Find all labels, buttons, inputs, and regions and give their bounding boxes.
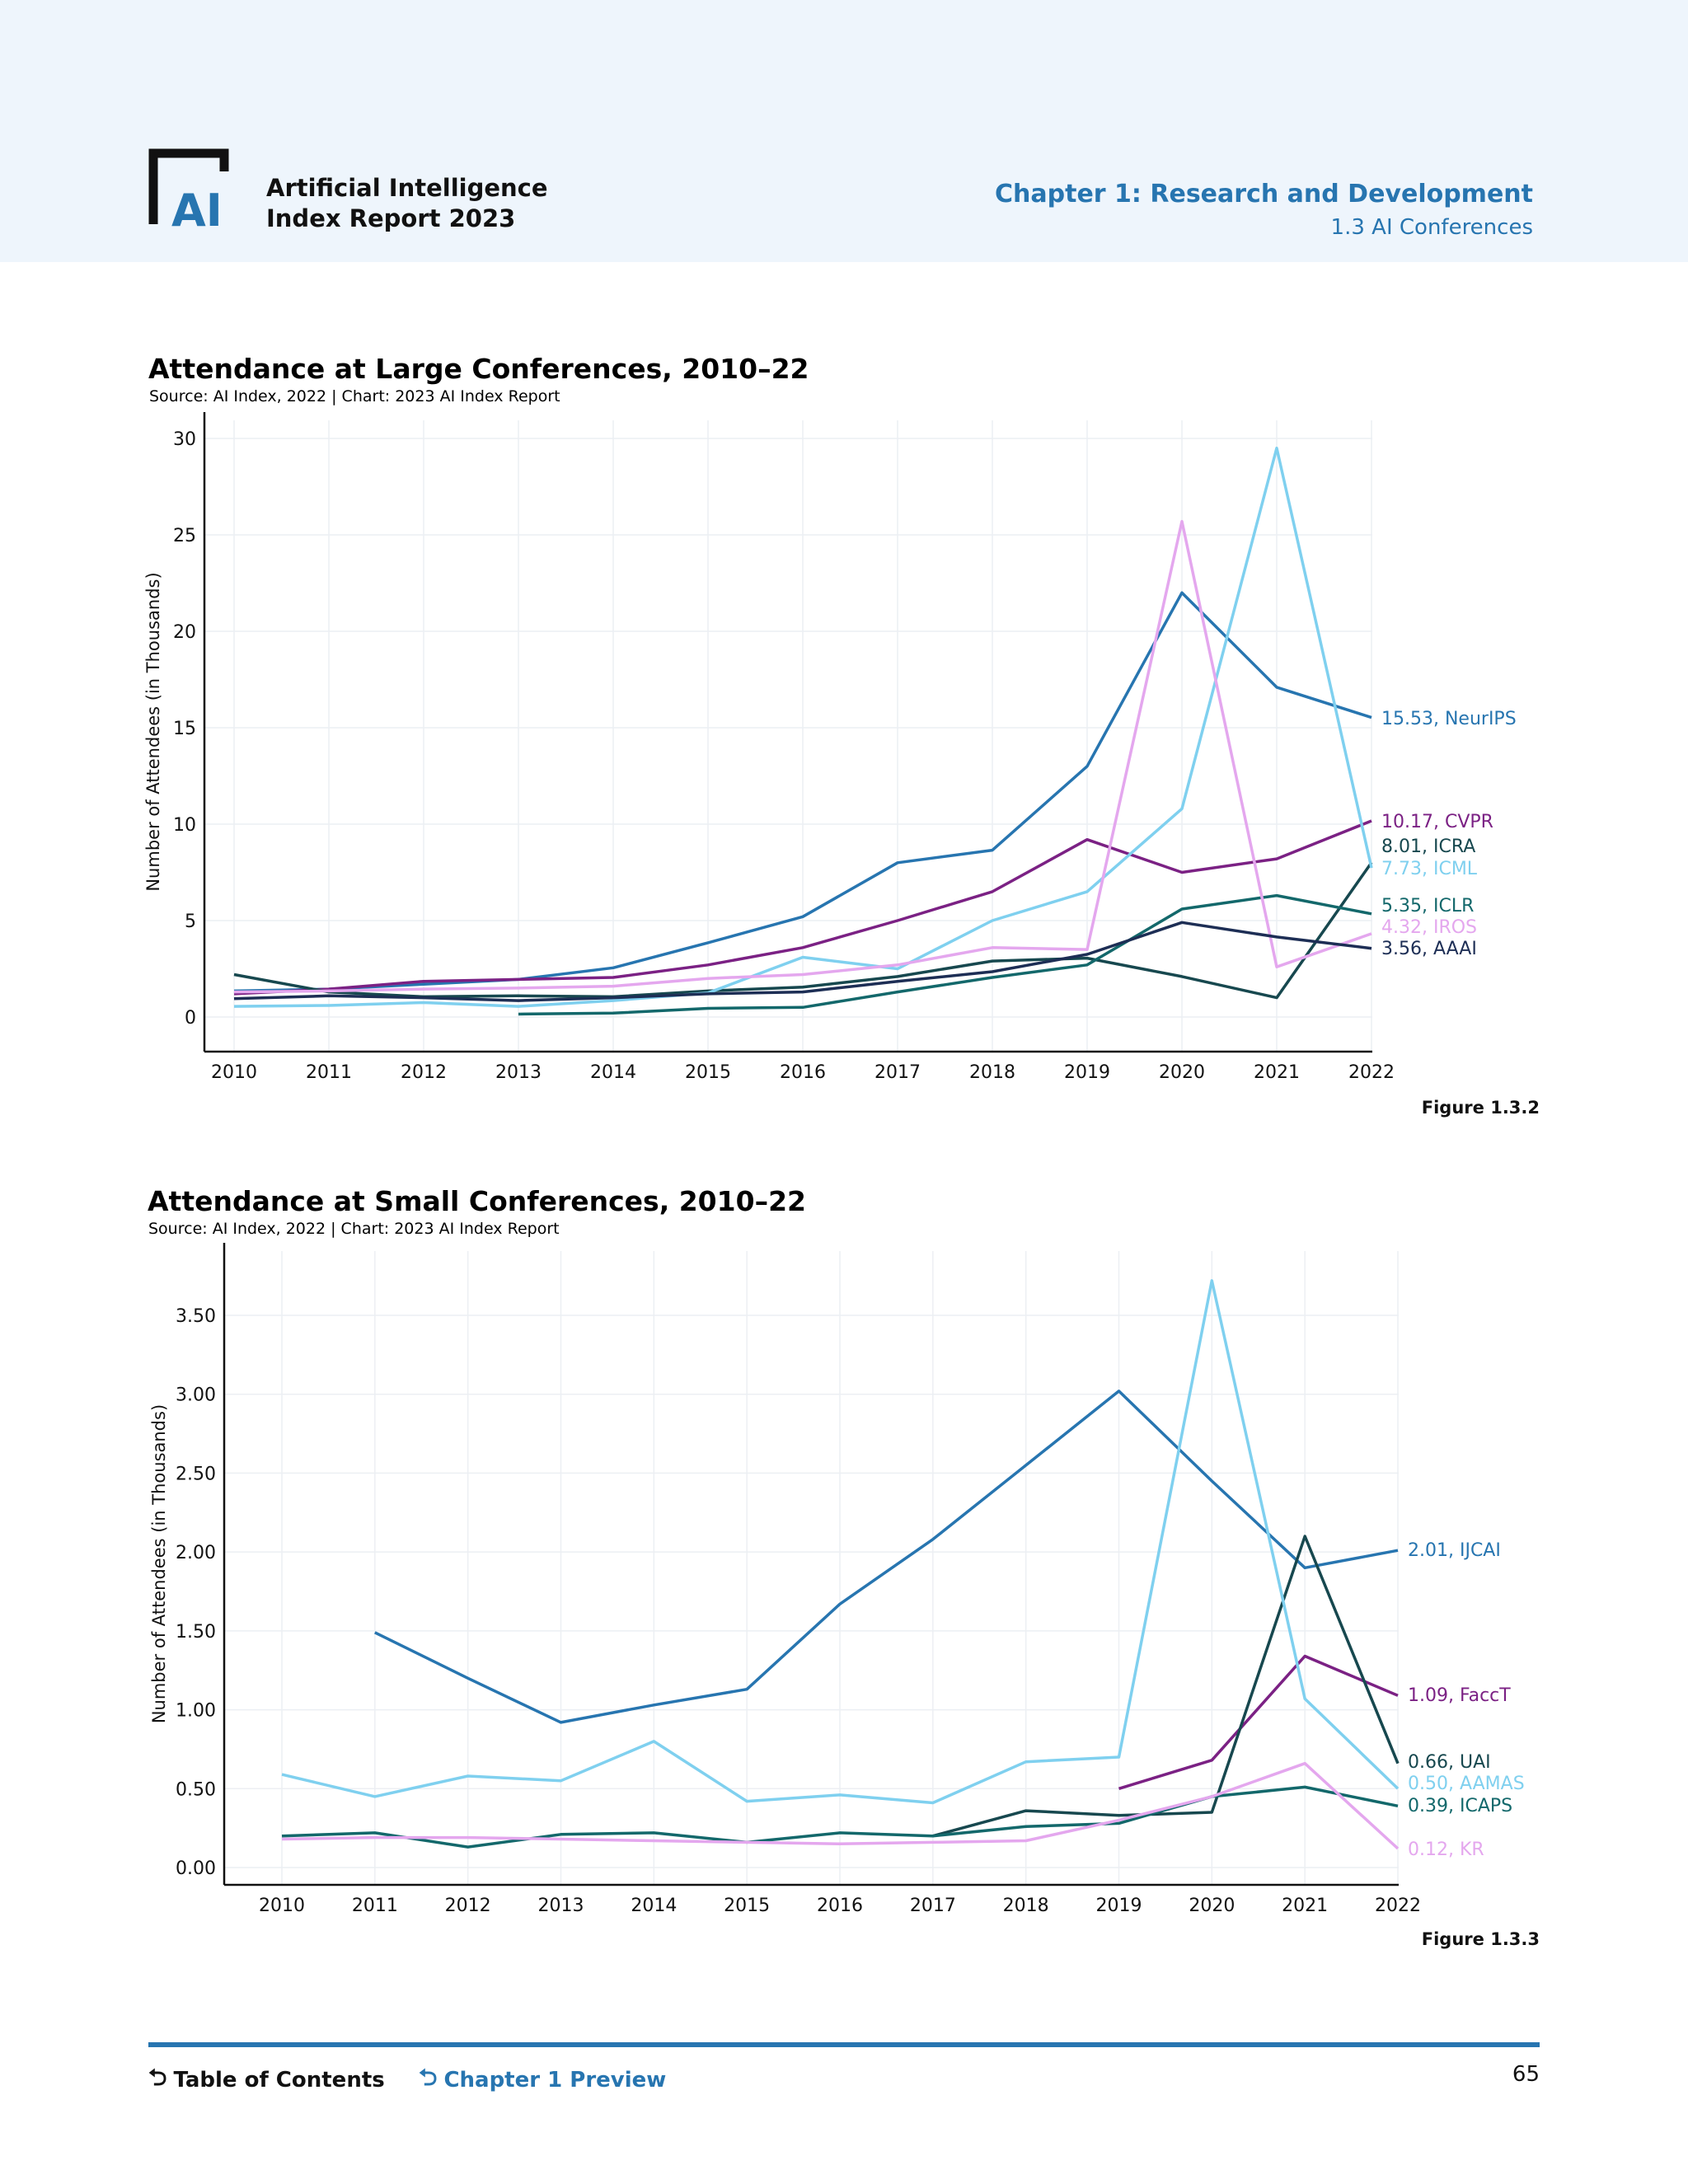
y-tick-label: 0.50 xyxy=(176,1779,216,1800)
chapter-heading: Chapter 1: Research and Development 1.3 … xyxy=(995,180,1533,240)
x-tick-label: 2016 xyxy=(780,1062,826,1083)
y-tick-label: 5 xyxy=(185,912,196,932)
page-number: 65 xyxy=(1512,2062,1540,2087)
end-label-icaps: 0.39, ICAPS xyxy=(1408,1796,1512,1816)
x-tick-label: 2010 xyxy=(211,1062,257,1083)
chart-small-title: Attendance at Small Conferences, 2010–22 xyxy=(148,1185,806,1217)
table-of-contents-link[interactable]: ⮌ Table of Contents xyxy=(148,2060,385,2100)
x-tick-label: 2019 xyxy=(1096,1896,1142,1916)
figure-label-small: Figure 1.3.3 xyxy=(1421,1929,1540,1949)
series-line-facct xyxy=(1118,1654,1399,1790)
return-arrow-icon: ⮌ xyxy=(419,2064,438,2091)
end-label-cvpr: 10.17, CVPR xyxy=(1381,812,1493,832)
series-line-ijcai xyxy=(374,1390,1399,1724)
y-tick-label: 2.50 xyxy=(176,1464,216,1484)
y-tick-label: 1.50 xyxy=(176,1622,216,1643)
chapter-title[interactable]: Chapter 1: Research and Development xyxy=(995,180,1533,209)
x-tick-label: 2016 xyxy=(817,1896,863,1916)
y-tick-label: 2.00 xyxy=(176,1543,216,1563)
header-band xyxy=(0,0,1688,262)
x-tick-label: 2010 xyxy=(259,1896,305,1916)
y-tick-label: 3.00 xyxy=(176,1385,216,1406)
y-tick-label: 1.00 xyxy=(176,1701,216,1722)
chapter-preview-label: Chapter 1 Preview xyxy=(443,2068,667,2093)
end-label-aaai: 3.56, AAAI xyxy=(1381,939,1477,959)
table-of-contents-label: Table of Contents xyxy=(173,2068,385,2093)
x-tick-label: 2011 xyxy=(306,1062,352,1083)
end-label-icra: 8.01, ICRA xyxy=(1381,837,1475,857)
report-title-line2: Index Report 2023 xyxy=(266,204,516,232)
series-line-neurips xyxy=(233,591,1372,993)
return-arrow-icon: ⮌ xyxy=(148,2064,167,2091)
end-label-kr: 0.12, KR xyxy=(1408,1840,1484,1860)
chart-large-title: Attendance at Large Conferences, 2010–22 xyxy=(148,353,809,385)
x-tick-label: 2013 xyxy=(495,1062,542,1083)
chapter-preview-link[interactable]: ⮌ Chapter 1 Preview xyxy=(419,2060,666,2100)
x-tick-label: 2014 xyxy=(590,1062,636,1083)
y-tick-label: 25 xyxy=(173,526,196,546)
x-tick-label: 2014 xyxy=(631,1896,677,1916)
chart-small-source: Source: AI Index, 2022 | Chart: 2023 AI … xyxy=(148,1220,560,1238)
series-line-uai xyxy=(932,1535,1400,1838)
end-label-icml: 7.73, ICML xyxy=(1381,859,1478,879)
x-tick-label: 2021 xyxy=(1282,1896,1328,1916)
report-title-line1: Artificial Intelligence xyxy=(266,174,548,202)
end-label-uai: 0.66, UAI xyxy=(1408,1752,1491,1773)
x-tick-label: 2022 xyxy=(1348,1062,1395,1083)
y-tick-label: 20 xyxy=(173,622,196,643)
chart-large-conferences: 0 5 10 15 20 25 30 2010 2011 2012 2013 2014 2015 2016… xyxy=(143,412,1517,1083)
y-axis-label: Number of Attendees (in Thousands) xyxy=(149,1404,169,1723)
y-tick-label: 15 xyxy=(173,719,196,739)
x-tick-label: 2018 xyxy=(969,1062,1015,1083)
series-line-aaai xyxy=(233,921,1372,1002)
end-label-neurips: 15.53, NeurIPS xyxy=(1381,709,1517,729)
x-tick-label: 2021 xyxy=(1254,1062,1300,1083)
x-tick-label: 2019 xyxy=(1064,1062,1110,1083)
y-tick-label: 0.00 xyxy=(176,1858,216,1879)
y-tick-label: 0 xyxy=(185,1008,196,1029)
section-title[interactable]: 1.3 AI Conferences xyxy=(1330,215,1533,240)
y-tick-label: 3.50 xyxy=(176,1306,216,1327)
y-tick-label: 10 xyxy=(173,815,196,836)
x-tick-label: 2020 xyxy=(1159,1062,1205,1083)
x-tick-label: 2013 xyxy=(538,1896,584,1916)
end-label-iclr: 5.35, ICLR xyxy=(1381,896,1474,916)
x-tick-label: 2011 xyxy=(352,1896,398,1916)
end-label-aamas: 0.50, AAMAS xyxy=(1408,1774,1525,1794)
x-tick-label: 2015 xyxy=(685,1062,731,1083)
svg-text:AI: AI xyxy=(171,185,223,229)
series-line-iros xyxy=(233,519,1372,994)
chart-small-conferences: 0.00 0.50 1.00 1.50 2.00 2.50 3.00 3.50 2010 2011… xyxy=(149,1243,1525,1916)
y-axis-label: Number of Attendees (in Thousands) xyxy=(143,572,163,891)
y-tick-label: 30 xyxy=(173,429,196,450)
x-tick-label: 2012 xyxy=(401,1062,447,1083)
x-tick-label: 2012 xyxy=(445,1896,491,1916)
footer-rule xyxy=(148,2042,1540,2047)
x-tick-label: 2018 xyxy=(1003,1896,1049,1916)
x-tick-label: 2022 xyxy=(1375,1896,1421,1916)
end-label-iros: 4.32, IROS xyxy=(1381,917,1477,938)
series-line-cvpr xyxy=(233,819,1372,996)
x-tick-label: 2020 xyxy=(1189,1896,1235,1916)
end-label-facct: 1.09, FaccT xyxy=(1408,1685,1511,1706)
chart-large-source: Source: AI Index, 2022 | Chart: 2023 AI … xyxy=(149,387,560,405)
report-title: Artificial Intelligence Index Report 202… xyxy=(266,173,548,234)
end-label-ijcai: 2.01, IJCAI xyxy=(1408,1540,1501,1561)
figure-label-large: Figure 1.3.2 xyxy=(1421,1098,1540,1118)
x-tick-label: 2015 xyxy=(724,1896,770,1916)
series-line-aamas xyxy=(281,1279,1400,1805)
x-tick-label: 2017 xyxy=(910,1896,956,1916)
ai-index-logo: AI xyxy=(148,148,229,229)
series-line-kr xyxy=(281,1761,1400,1850)
x-tick-label: 2017 xyxy=(874,1062,921,1083)
series-line-icml xyxy=(233,446,1373,1008)
series-line-iclr xyxy=(518,893,1372,1016)
